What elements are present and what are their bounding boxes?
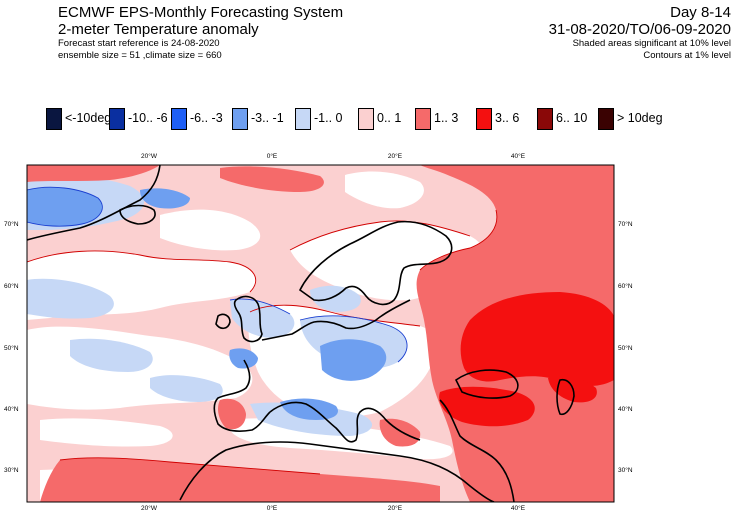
legend-label: 1.. 3 (434, 111, 459, 125)
lat-label-right: 70°N (618, 220, 633, 228)
map-frame (26, 164, 615, 503)
lat-label-left: 50°N (4, 344, 19, 352)
forecast-start-text: Forecast start reference is 24-08-2020 (58, 38, 220, 49)
legend-swatch (415, 108, 431, 130)
legend-swatch (598, 108, 614, 130)
lat-label-left: 30°N (4, 466, 19, 474)
contour-note: Contours at 1% level (643, 50, 731, 61)
lon-label-bottom: 40°E (511, 504, 526, 512)
legend-label: -3.. -1 (251, 111, 284, 125)
chart-title: ECMWF EPS-Monthly Forecasting System (58, 4, 344, 21)
legend-swatch (537, 108, 553, 130)
lon-label-top: 0°E (267, 152, 278, 160)
anomaly-area-3-6 (460, 292, 614, 387)
lat-label-right: 30°N (618, 466, 633, 474)
lon-label-top: 40°E (511, 152, 526, 160)
legend-swatch (358, 108, 374, 130)
day-range-text: Day 8-14 (670, 4, 731, 21)
lat-label-left: 60°N (4, 282, 19, 290)
lat-label-left: 70°N (4, 220, 19, 228)
ensemble-size-text: ensemble size = 51 ,climate size = 660 (58, 50, 222, 61)
anomaly-area-neg3-neg1 (27, 187, 103, 227)
legend-swatch (295, 108, 311, 130)
lon-label-top: 20°W (141, 152, 158, 160)
chart-subtitle: 2-meter Temperature anomaly (58, 21, 259, 38)
legend-swatch (171, 108, 187, 130)
lon-label-top: 20°E (388, 152, 403, 160)
legend-swatch (109, 108, 125, 130)
anomaly-area-neg1-0 (27, 278, 114, 319)
lon-label-bottom: 0°E (267, 504, 278, 512)
lat-label-right: 40°N (618, 405, 633, 413)
legend-label: 0.. 1 (377, 111, 402, 125)
legend-swatch (232, 108, 248, 130)
legend-label: -10.. -6 (128, 111, 168, 125)
lat-label-right: 50°N (618, 344, 633, 352)
significance-note: Shaded areas significant at 10% level (572, 38, 731, 49)
lat-label-left: 40°N (4, 405, 19, 413)
header-left: ECMWF EPS-Monthly Forecasting System 2-m… (58, 4, 343, 62)
legend-swatch (46, 108, 62, 130)
legend-label: 3.. 6 (495, 111, 520, 125)
legend-swatch (476, 108, 492, 130)
legend-label: -6.. -3 (190, 111, 223, 125)
legend-label: > 10deg (617, 111, 663, 125)
lon-label-bottom: 20°W (141, 504, 158, 512)
lat-label-right: 60°N (618, 282, 633, 290)
legend-label: 6.. 10 (556, 111, 588, 125)
lon-label-bottom: 20°E (388, 504, 403, 512)
valid-period-text: 31-08-2020/TO/06-09-2020 (548, 21, 731, 38)
legend-label: <-10deg (65, 111, 112, 125)
legend-label: -1.. 0 (314, 111, 343, 125)
header-right: Day 8-14 31-08-2020/TO/06-09-2020 Shaded… (549, 4, 731, 62)
